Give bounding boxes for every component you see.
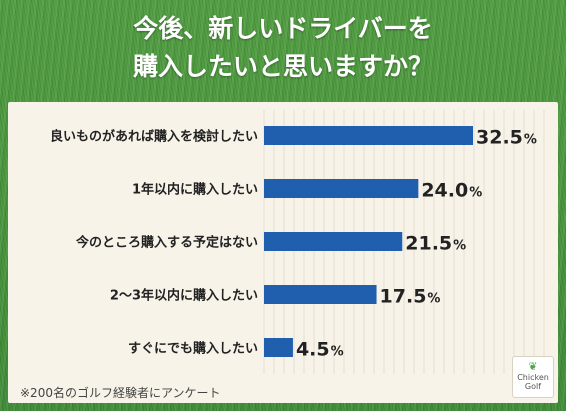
bar <box>264 338 293 357</box>
category-label: 良いものがあれば購入を検討したい <box>50 129 258 145</box>
leaf-icon: ❦ <box>528 360 538 373</box>
value-label: 32.5 <box>476 127 523 149</box>
chart-panel: 良いものがあれば購入を検討したい 32.5% 1年以内に購入したい 24.0% 今のとこ… <box>8 102 558 403</box>
value-label: 24.0 <box>421 180 468 202</box>
unit-label: % <box>331 345 344 360</box>
value-label: 17.5 <box>380 286 427 308</box>
unit-label: % <box>469 186 482 201</box>
value-label: 4.5 <box>296 339 330 361</box>
bar-chart: 良いものがあれば購入を検討したい 32.5 % 1年以内に購入したい 24.0 % 今のとこ… <box>50 110 545 374</box>
category-label: 2〜3年以内に購入したい <box>110 288 258 304</box>
category-label: 今のところ購入する予定はない <box>75 235 258 251</box>
unit-label: % <box>427 292 440 307</box>
chart-title-line-1: 今後、新しいドライバーを <box>133 14 433 43</box>
bar <box>264 126 473 145</box>
category-label: 1年以内に購入したい <box>132 182 258 198</box>
bar <box>264 179 419 198</box>
chart-title-line-2: 購入したいと思いますか？ <box>132 52 433 81</box>
bar <box>264 285 377 304</box>
bar <box>264 232 403 251</box>
logo-line-2: Golf <box>524 382 542 391</box>
logo-line-1: Chicken <box>517 373 549 382</box>
value-label: 21.5 <box>405 233 452 255</box>
category-label: すぐにでも購入したい <box>128 341 258 357</box>
footnote: ※200名のゴルフ経験者にアンケート <box>20 386 221 400</box>
chart-title: 今後、新しいドライバーを 購入したいと思いますか？ <box>0 10 566 86</box>
unit-label: % <box>453 239 466 254</box>
unit-label: % <box>524 133 537 148</box>
brand-logo: ❦ Chicken Golf <box>512 356 554 398</box>
